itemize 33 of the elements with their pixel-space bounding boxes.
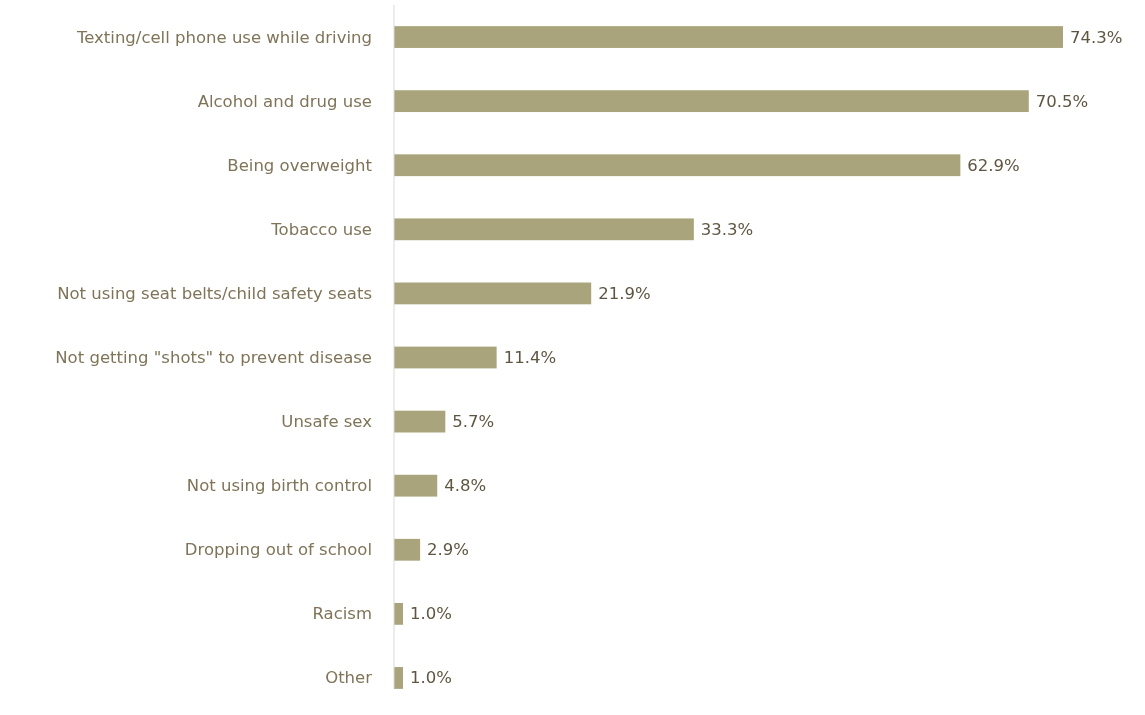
y-tick-label: Dropping out of school xyxy=(184,540,372,560)
y-tick-label: Texting/cell phone use while driving xyxy=(75,27,372,47)
y-tick-label: Being overweight xyxy=(227,155,373,175)
data-label: 5.7% xyxy=(452,412,495,432)
data-label: 62.9% xyxy=(967,155,1020,175)
y-tick-label: Not using birth control xyxy=(186,476,372,496)
bar xyxy=(394,602,403,625)
bar xyxy=(394,26,1063,48)
y-tick-label: Tobacco use xyxy=(270,219,372,239)
data-label: 74.3% xyxy=(1070,27,1123,47)
data-label: 2.9% xyxy=(427,540,470,560)
bar xyxy=(394,218,694,241)
y-tick-label: Not getting "shots" to prevent disease xyxy=(55,348,372,367)
y-tick-label: Not using seat belts/child safety seats xyxy=(57,283,372,303)
bar xyxy=(394,667,403,689)
bar xyxy=(394,90,1029,113)
y-tick-label: Racism xyxy=(312,604,372,624)
data-label: 1.0% xyxy=(410,668,452,688)
y-tick-label: Alcohol and drug use xyxy=(197,91,372,111)
bar xyxy=(394,410,446,433)
data-label: 70.5% xyxy=(1035,91,1089,111)
bar xyxy=(394,474,438,497)
data-label: 11.4% xyxy=(503,348,557,367)
y-tick-label: Unsafe sex xyxy=(281,412,373,432)
data-label: 4.8% xyxy=(444,476,487,496)
bar xyxy=(394,154,961,177)
bar xyxy=(394,346,497,369)
bar xyxy=(394,282,592,305)
bar xyxy=(394,538,421,561)
y-tick-label: Other xyxy=(325,668,373,688)
data-label: 33.3% xyxy=(700,219,754,239)
data-label: 1.0% xyxy=(410,604,452,624)
data-label: 21.9% xyxy=(598,283,651,303)
